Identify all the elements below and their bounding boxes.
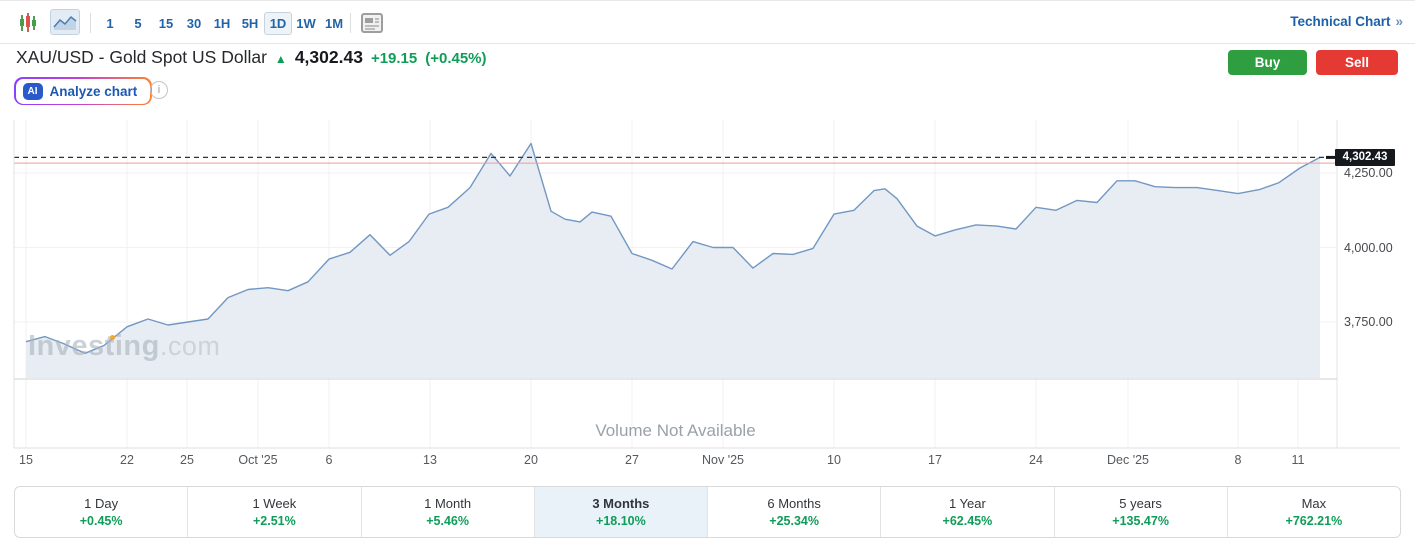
timeframe-group: 1 5 15 30 1H 5H 1D 1W 1M [96,1,348,45]
page-title: XAU/USD - Gold Spot US Dollar [16,47,267,67]
performance-period-label: 6 Months [767,496,821,511]
performance-cell-5-years[interactable]: 5 years +135.47% [1053,487,1227,537]
performance-period-value: +25.34% [769,514,819,528]
performance-cell-1-day[interactable]: 1 Day +0.45% [15,487,187,537]
x-axis-tick: 10 [827,453,841,467]
x-axis-tick: 13 [423,453,437,467]
x-axis-tick: 22 [120,453,134,467]
performance-period-label: 3 Months [592,496,650,511]
performance-period-value: +762.21% [1285,514,1343,528]
performance-period-value: +135.47% [1112,514,1169,528]
timeframe-30[interactable]: 30 [180,12,208,35]
last-price: 4,302.43 [294,47,363,67]
investing-watermark: Investing.com [28,330,221,362]
performance-period-label: 1 Week [252,496,297,511]
timeframe-5[interactable]: 5 [124,12,152,35]
watermark-orange-dot [110,335,115,340]
performance-period-label: 1 Year [948,496,986,511]
price-change-percent: (+0.45%) [425,50,487,67]
buy-button[interactable]: Buy [1228,50,1307,75]
timeframe-1[interactable]: 1 [96,12,124,35]
performance-period-bar: 1 Day +0.45% 1 Week +2.51% 1 Month +5.46% 3 Mo… [14,486,1401,538]
volume-not-available-text: Volume Not Available [595,421,756,440]
area-chart-icon[interactable] [50,9,80,35]
x-axis-tick: Dec '25 [1107,453,1149,467]
toolbar-separator [350,13,351,33]
timeframe-15[interactable]: 15 [152,12,180,35]
y-axis-tick: 4,000.00 [1344,240,1393,255]
timeframe-5H[interactable]: 5H [236,12,264,35]
x-axis-tick: 17 [928,453,942,467]
technical-chart-label: Technical Chart [1290,14,1391,29]
x-axis-tick: 24 [1029,453,1043,467]
performance-cell-1-year[interactable]: 1 Year +62.45% [880,487,1053,537]
y-axis-tick: 3,750.00 [1344,314,1393,329]
candlestick-chart-icon[interactable] [15,10,41,36]
x-axis-tick: 6 [325,453,333,467]
timeframe-1M[interactable]: 1M [320,12,348,35]
performance-cell-max[interactable]: Max +762.21% [1226,487,1400,537]
info-icon[interactable]: i [150,81,168,99]
x-axis-tick: Oct '25 [238,453,278,467]
performance-period-value: +18.10% [596,514,646,528]
x-axis-tick: 11 [1291,453,1305,467]
toolbar-separator [90,13,91,33]
up-arrow-icon: ▲ [274,52,287,66]
performance-period-value: +2.51% [253,514,296,528]
performance-period-value: +62.45% [942,514,993,528]
timeframe-1H[interactable]: 1H [208,12,236,35]
x-axis-tick: 8 [1234,453,1242,467]
x-axis-tick: 20 [524,453,538,467]
performance-period-value: +0.45% [79,514,123,528]
current-price-label: 4,302.43 [1335,148,1395,166]
performance-period-label: 1 Day [84,496,119,511]
performance-period-label: 1 Month [424,496,472,511]
analyze-chart-button[interactable]: AI Analyze chart [14,77,152,105]
ai-badge-icon: AI [22,82,43,100]
y-axis-tick: 4,250.00 [1344,166,1393,181]
performance-cell-1-week[interactable]: 1 Week +2.51% [187,487,360,537]
analyze-chart-label: Analyze chart [49,83,138,99]
timeframe-1W[interactable]: 1W [292,12,320,35]
chart-toolbar: 1 5 15 30 1H 5H 1D 1W 1M Technical Chart » [0,0,1415,44]
sell-button[interactable]: Sell [1316,50,1398,75]
x-axis-tick: Nov '25 [702,453,744,467]
performance-cell-3-months[interactable]: 3 Months +18.10% [533,487,707,537]
performance-period-label: 5 years [1119,496,1162,511]
x-axis-tick: 15 [19,453,33,467]
news-icon[interactable] [360,12,384,34]
timeframe-1D[interactable]: 1D [264,11,292,35]
performance-period-value: +5.46% [426,514,469,528]
chevron-right-icon: » [1395,14,1403,29]
performance-cell-6-months[interactable]: 6 Months +25.34% [707,487,880,537]
performance-period-label: Max [1301,496,1327,511]
x-axis-tick: 27 [625,453,639,467]
performance-cell-1-month[interactable]: 1 Month +5.46% [360,487,534,537]
x-axis-tick: 25 [180,453,194,467]
instrument-header: XAU/USD - Gold Spot US Dollar ▲ 4,302.43… [16,47,487,68]
analyze-chart-inner: AI Analyze chart [15,78,151,104]
price-change: +19.15 [370,50,418,67]
technical-chart-link[interactable]: Technical Chart » [1290,14,1403,29]
